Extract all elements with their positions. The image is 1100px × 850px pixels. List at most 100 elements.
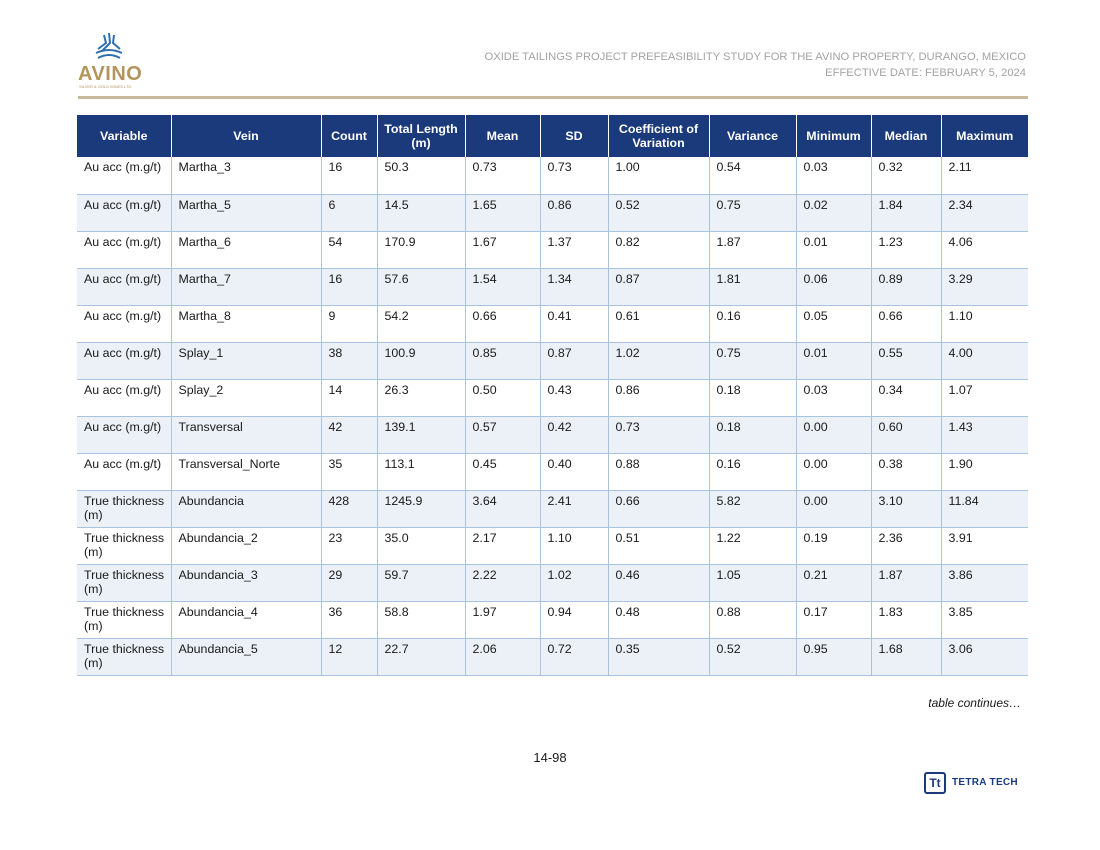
column-header: Maximum (941, 115, 1028, 157)
table-cell: 1.07 (941, 379, 1028, 417)
table-cell: Au acc (m.g/t) (77, 416, 172, 454)
table-cell: 57.6 (377, 268, 466, 306)
avino-emblem-icon (95, 33, 123, 59)
table-cell: 38 (321, 342, 378, 380)
table-cell: 4.06 (941, 231, 1028, 269)
table-row: Au acc (m.g/t) Martha_5 6 14.5 1.65 0.86 0.52 0… (77, 194, 1028, 232)
table-continues-note: table continues… (928, 696, 1021, 710)
table-cell: 0.61 (608, 305, 710, 343)
table-cell: Martha_7 (171, 268, 322, 306)
column-header: Coefficient of Variation (608, 115, 710, 157)
table-cell: 1.23 (871, 231, 942, 269)
table-cell: Abundancia_4 (171, 601, 322, 639)
table-cell: 2.22 (465, 564, 541, 602)
table-cell: 0.00 (796, 490, 872, 528)
table-cell: 50.3 (377, 157, 466, 195)
table-row: Au acc (m.g/t) Martha_7 16 57.6 1.54 1.34 0.87… (77, 268, 1028, 306)
table-cell: 1.37 (540, 231, 609, 269)
table-row: Au acc (m.g/t) Transversal_Norte 35 113.1 0.… (77, 453, 1028, 491)
table-cell: 1.90 (941, 453, 1028, 491)
table-cell: 2.36 (871, 527, 942, 565)
table-cell: 0.35 (608, 638, 710, 676)
table-cell: 0.73 (465, 157, 541, 195)
page-number: 14-98 (533, 750, 567, 765)
table-cell: 1245.9 (377, 490, 466, 528)
table-cell: 1.10 (941, 305, 1028, 343)
table-cell: Martha_6 (171, 231, 322, 269)
table-cell: 3.86 (941, 564, 1028, 602)
table-cell: 1.10 (540, 527, 609, 565)
table-cell: 113.1 (377, 453, 466, 491)
table-header-row: Variable Vein Count Total Length (m) Mea… (77, 115, 1028, 157)
table-cell: 9 (321, 305, 378, 343)
table-cell: 3.64 (465, 490, 541, 528)
table-cell: 11.84 (941, 490, 1028, 528)
table-row: Au acc (m.g/t) Transversal 42 139.1 0.57 0.42… (77, 416, 1028, 454)
tetra-tech-name: TETRA TECH (952, 777, 1018, 788)
table-cell: Transversal_Norte (171, 453, 322, 491)
table-cell: 3.29 (941, 268, 1028, 306)
column-header: Variance (709, 115, 797, 157)
table-cell: 0.66 (608, 490, 710, 528)
column-header: SD (540, 115, 609, 157)
table-cell: Abundancia_5 (171, 638, 322, 676)
table-cell: 1.43 (941, 416, 1028, 454)
table-cell: 0.82 (608, 231, 710, 269)
table-cell: 0.87 (608, 268, 710, 306)
table-cell: 0.52 (709, 638, 797, 676)
table-cell: 3.85 (941, 601, 1028, 639)
table-cell: 3.10 (871, 490, 942, 528)
header-effective-date: EFFECTIVE DATE: FEBRUARY 5, 2024 (825, 67, 1026, 79)
table-row: Au acc (m.g/t) Martha_3 16 50.3 0.73 0.73 1.00… (77, 157, 1028, 195)
column-header: Minimum (796, 115, 872, 157)
logo-subtitle: SILVER & GOLD MINES LTD. (79, 84, 133, 89)
table-cell: 0.03 (796, 157, 872, 195)
table-cell: 0.21 (796, 564, 872, 602)
table-cell: 3.91 (941, 527, 1028, 565)
table-cell: 1.83 (871, 601, 942, 639)
statistics-table: Variable Vein Count Total Length (m) Mea… (77, 115, 1028, 676)
table-cell: Au acc (m.g/t) (77, 342, 172, 380)
table-cell: Martha_3 (171, 157, 322, 195)
table-cell: 0.51 (608, 527, 710, 565)
table-cell: True thickness (m) (77, 601, 172, 639)
avino-logo: AVINO SILVER & GOLD MINES LTD. (78, 33, 148, 91)
table-cell: 0.18 (709, 379, 797, 417)
table-cell: 428 (321, 490, 378, 528)
table-cell: 29 (321, 564, 378, 602)
table-cell: 0.19 (796, 527, 872, 565)
table-cell: 0.95 (796, 638, 872, 676)
table-cell: 14 (321, 379, 378, 417)
table-cell: 0.75 (709, 342, 797, 380)
table-cell: 2.41 (540, 490, 609, 528)
table-cell: Splay_2 (171, 379, 322, 417)
table-cell: 0.52 (608, 194, 710, 232)
table-cell: 0.43 (540, 379, 609, 417)
table-cell: 36 (321, 601, 378, 639)
table-cell: 2.17 (465, 527, 541, 565)
table-cell: 0.73 (608, 416, 710, 454)
table-body: Au acc (m.g/t) Martha_3 16 50.3 0.73 0.73 1.00… (77, 157, 1028, 676)
table-row: Au acc (m.g/t) Splay_2 14 26.3 0.50 0.43 0.86 0… (77, 379, 1028, 417)
table-cell: 1.05 (709, 564, 797, 602)
table-cell: 0.45 (465, 453, 541, 491)
table-cell: 0.48 (608, 601, 710, 639)
table-cell: 26.3 (377, 379, 466, 417)
table-cell: 0.89 (871, 268, 942, 306)
table-cell: 0.00 (796, 416, 872, 454)
table-cell: 2.06 (465, 638, 541, 676)
table-cell: 0.40 (540, 453, 609, 491)
table-cell: 0.32 (871, 157, 942, 195)
table-cell: 59.7 (377, 564, 466, 602)
table-cell: 0.60 (871, 416, 942, 454)
column-header: Variable (77, 115, 172, 157)
table-cell: 54 (321, 231, 378, 269)
table-cell: Abundancia_3 (171, 564, 322, 602)
column-header: Total Length (m) (377, 115, 466, 157)
table-cell: 5.82 (709, 490, 797, 528)
table-cell: 0.54 (709, 157, 797, 195)
table-cell: 0.85 (465, 342, 541, 380)
table-cell: Au acc (m.g/t) (77, 194, 172, 232)
table-cell: 14.5 (377, 194, 466, 232)
column-header: Count (321, 115, 378, 157)
